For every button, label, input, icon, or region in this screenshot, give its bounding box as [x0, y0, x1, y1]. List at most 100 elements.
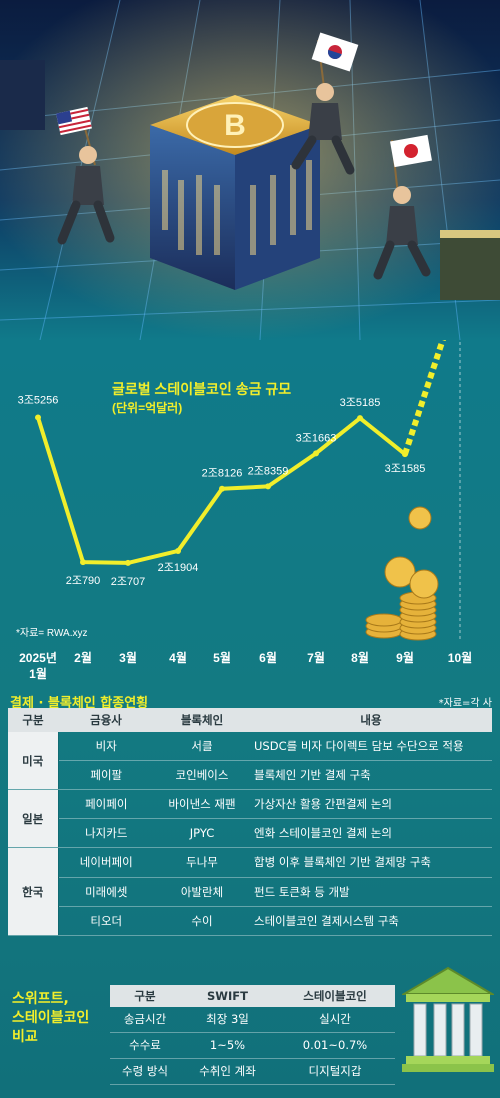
bitcoin-cube-icon: B — [150, 95, 320, 290]
table-row: 나지카드 JPYC 엔화 스테이블코인 결제 논의 — [8, 818, 492, 849]
col-header-content: 내용 — [250, 708, 492, 732]
table-header-row: 구분 SWIFT 스테이블코인 — [110, 985, 395, 1007]
chart-source: *자료= RWA.xyz — [16, 627, 87, 639]
table2-title-line1: 스위프트, — [12, 991, 69, 1007]
chart-title: 글로벌 스테이블코인 송금 규모 — [112, 381, 291, 397]
table1-title: 결제 · 블록체인 합종연횡 — [10, 696, 149, 711]
x-tick-label: 3월 — [119, 650, 137, 665]
running-businessman-usa-flag-icon — [56, 106, 115, 245]
cell-blockchain: 바이낸스 재팬 — [154, 789, 250, 820]
data-label: 3조1585 — [385, 463, 426, 475]
cell-label: 송금시간 — [110, 1007, 180, 1033]
table-row: 수령 방식 수취인 계좌 디지털지갑 — [110, 1058, 395, 1086]
x-tick-label: 5월 — [213, 650, 231, 665]
col-header-blockchain: 블록체인 — [154, 708, 250, 732]
table-row: 한국 네이버페이 두나무 합병 이후 블록체인 기반 결제망 구축 — [8, 847, 492, 936]
cell-company: 미래에셋 — [58, 877, 154, 907]
x-tick-label-line2: 1월 — [29, 666, 47, 681]
data-label: 2조790 — [66, 575, 101, 587]
cell-label: 수령 방식 — [110, 1058, 180, 1086]
x-tick-label: 2월 — [74, 650, 92, 665]
cell-swift: 최장 3일 — [180, 1007, 275, 1033]
col-header-category: 구분 — [8, 708, 58, 732]
data-point — [219, 485, 225, 492]
col-header-swift: SWIFT — [180, 985, 275, 1007]
cell-content: 스테이블코인 결제시스템 구축 — [250, 906, 492, 937]
data-point — [35, 414, 41, 421]
data-point — [357, 415, 363, 422]
cell-content: 가상자산 활용 간편결제 논의 — [250, 789, 492, 820]
col-header-company: 금융사 — [58, 708, 154, 732]
alliance-table: 구분 금융사 블록체인 내용 미국 비자 서클 USDC를 비자 다이렉트 담보… — [8, 708, 492, 937]
cell-blockchain: 아발란체 — [154, 877, 250, 907]
data-point — [402, 451, 408, 458]
cell-stablecoin: 디지털지갑 — [275, 1058, 395, 1086]
x-tick-label: 4월 — [169, 650, 187, 665]
table2-title-line3: 비교 — [12, 1029, 38, 1045]
table2-title: 스위프트, 스테이블코인 비교 — [12, 990, 89, 1047]
table-row: 수수료 1~5% 0.01~0.7% — [110, 1032, 395, 1059]
chart-subtitle: (단위=억달러) — [112, 400, 182, 415]
group-usa: 미국 — [8, 732, 59, 791]
data-point — [175, 547, 181, 554]
cell-content: 블록체인 기반 결제 구축 — [250, 760, 492, 791]
data-label: 2조707 — [111, 576, 146, 588]
cell-company: 페이팔 — [58, 760, 154, 791]
x-tick-label: 10월 — [448, 650, 472, 665]
data-label: 3조5185 — [340, 397, 381, 409]
cell-blockchain: JPYC — [154, 818, 250, 849]
running-businessman-japan-flag-icon — [373, 134, 432, 280]
cell-blockchain: 코인베이스 — [154, 760, 250, 791]
cell-blockchain: 수이 — [154, 906, 250, 937]
data-point — [313, 450, 319, 457]
running-businessman-korea-flag-icon — [291, 32, 359, 175]
data-label: 3조5256 — [18, 394, 59, 406]
x-tick-label: 7월 — [307, 650, 325, 665]
x-tick-label: 6월 — [259, 650, 277, 665]
table1-source: *자료=각 사 — [438, 698, 492, 709]
data-label: 2조1904 — [158, 562, 199, 574]
col-header-stablecoin: 스테이블코인 — [275, 985, 395, 1007]
cell-content: 펀드 토큰화 등 개발 — [250, 877, 492, 907]
table-row: 페이팔 코인베이스 블록체인 기반 결제 구축 — [8, 760, 492, 791]
data-label: 2조8359 — [248, 465, 289, 477]
cell-blockchain: 서클 — [154, 732, 250, 761]
table-row: 송금시간 최장 3일 실시간 — [110, 1007, 395, 1033]
comparison-table: 구분 SWIFT 스테이블코인 송금시간 최장 3일 실시간 수수료 1~5% … — [110, 985, 395, 1086]
cell-company: 나지카드 — [58, 818, 154, 849]
cell-swift: 수취인 계좌 — [180, 1058, 275, 1086]
data-point — [265, 483, 271, 490]
table-row: 미래에셋 아발란체 펀드 토큰화 등 개발 — [8, 877, 492, 907]
hero-illustration: B — [0, 0, 500, 340]
cell-content: USDC를 비자 다이렉트 담보 수단으로 적용 — [250, 732, 492, 761]
cell-content: 엔화 스테이블코인 결제 논의 — [250, 818, 492, 849]
cell-blockchain: 두나무 — [154, 847, 250, 878]
x-tick-label: 2025년 — [19, 651, 57, 665]
group-korea: 한국 — [8, 847, 59, 936]
cell-company: 페이페이 — [58, 789, 154, 820]
data-label: 2조8126 — [202, 468, 243, 480]
cell-swift: 1~5% — [180, 1032, 275, 1059]
col-header-category: 구분 — [110, 985, 180, 1007]
table-row: 일본 페이페이 바이낸스 재팬 가상자산 활용 간편결제 논의 — [8, 789, 492, 849]
bank-building-icon — [402, 966, 494, 1072]
table-row: 티오더 수이 스테이블코인 결제시스템 구축 — [8, 906, 492, 937]
cell-stablecoin: 실시간 — [275, 1007, 395, 1033]
svg-text:B: B — [224, 109, 246, 142]
cell-label: 수수료 — [110, 1032, 180, 1059]
table-header-row: 구분 금융사 블록체인 내용 — [8, 708, 492, 732]
cell-stablecoin: 0.01~0.7% — [275, 1032, 395, 1059]
table-row: 미국 비자 서클 USDC를 비자 다이렉트 담보 수단으로 적용 — [8, 732, 492, 791]
cell-company: 네이버페이 — [58, 847, 154, 878]
group-japan: 일본 — [8, 789, 59, 849]
cell-content: 합병 이후 블록체인 기반 결제망 구축 — [250, 847, 492, 878]
cell-company: 비자 — [58, 732, 154, 761]
table2-title-line2: 스테이블코인 — [12, 1010, 90, 1026]
data-label: 3조1663 — [296, 432, 337, 444]
x-tick-label: 8월 — [351, 650, 369, 665]
x-tick-label: 9월 — [396, 650, 414, 665]
cell-company: 티오더 — [58, 906, 154, 937]
trend-arrow-line — [402, 340, 446, 456]
